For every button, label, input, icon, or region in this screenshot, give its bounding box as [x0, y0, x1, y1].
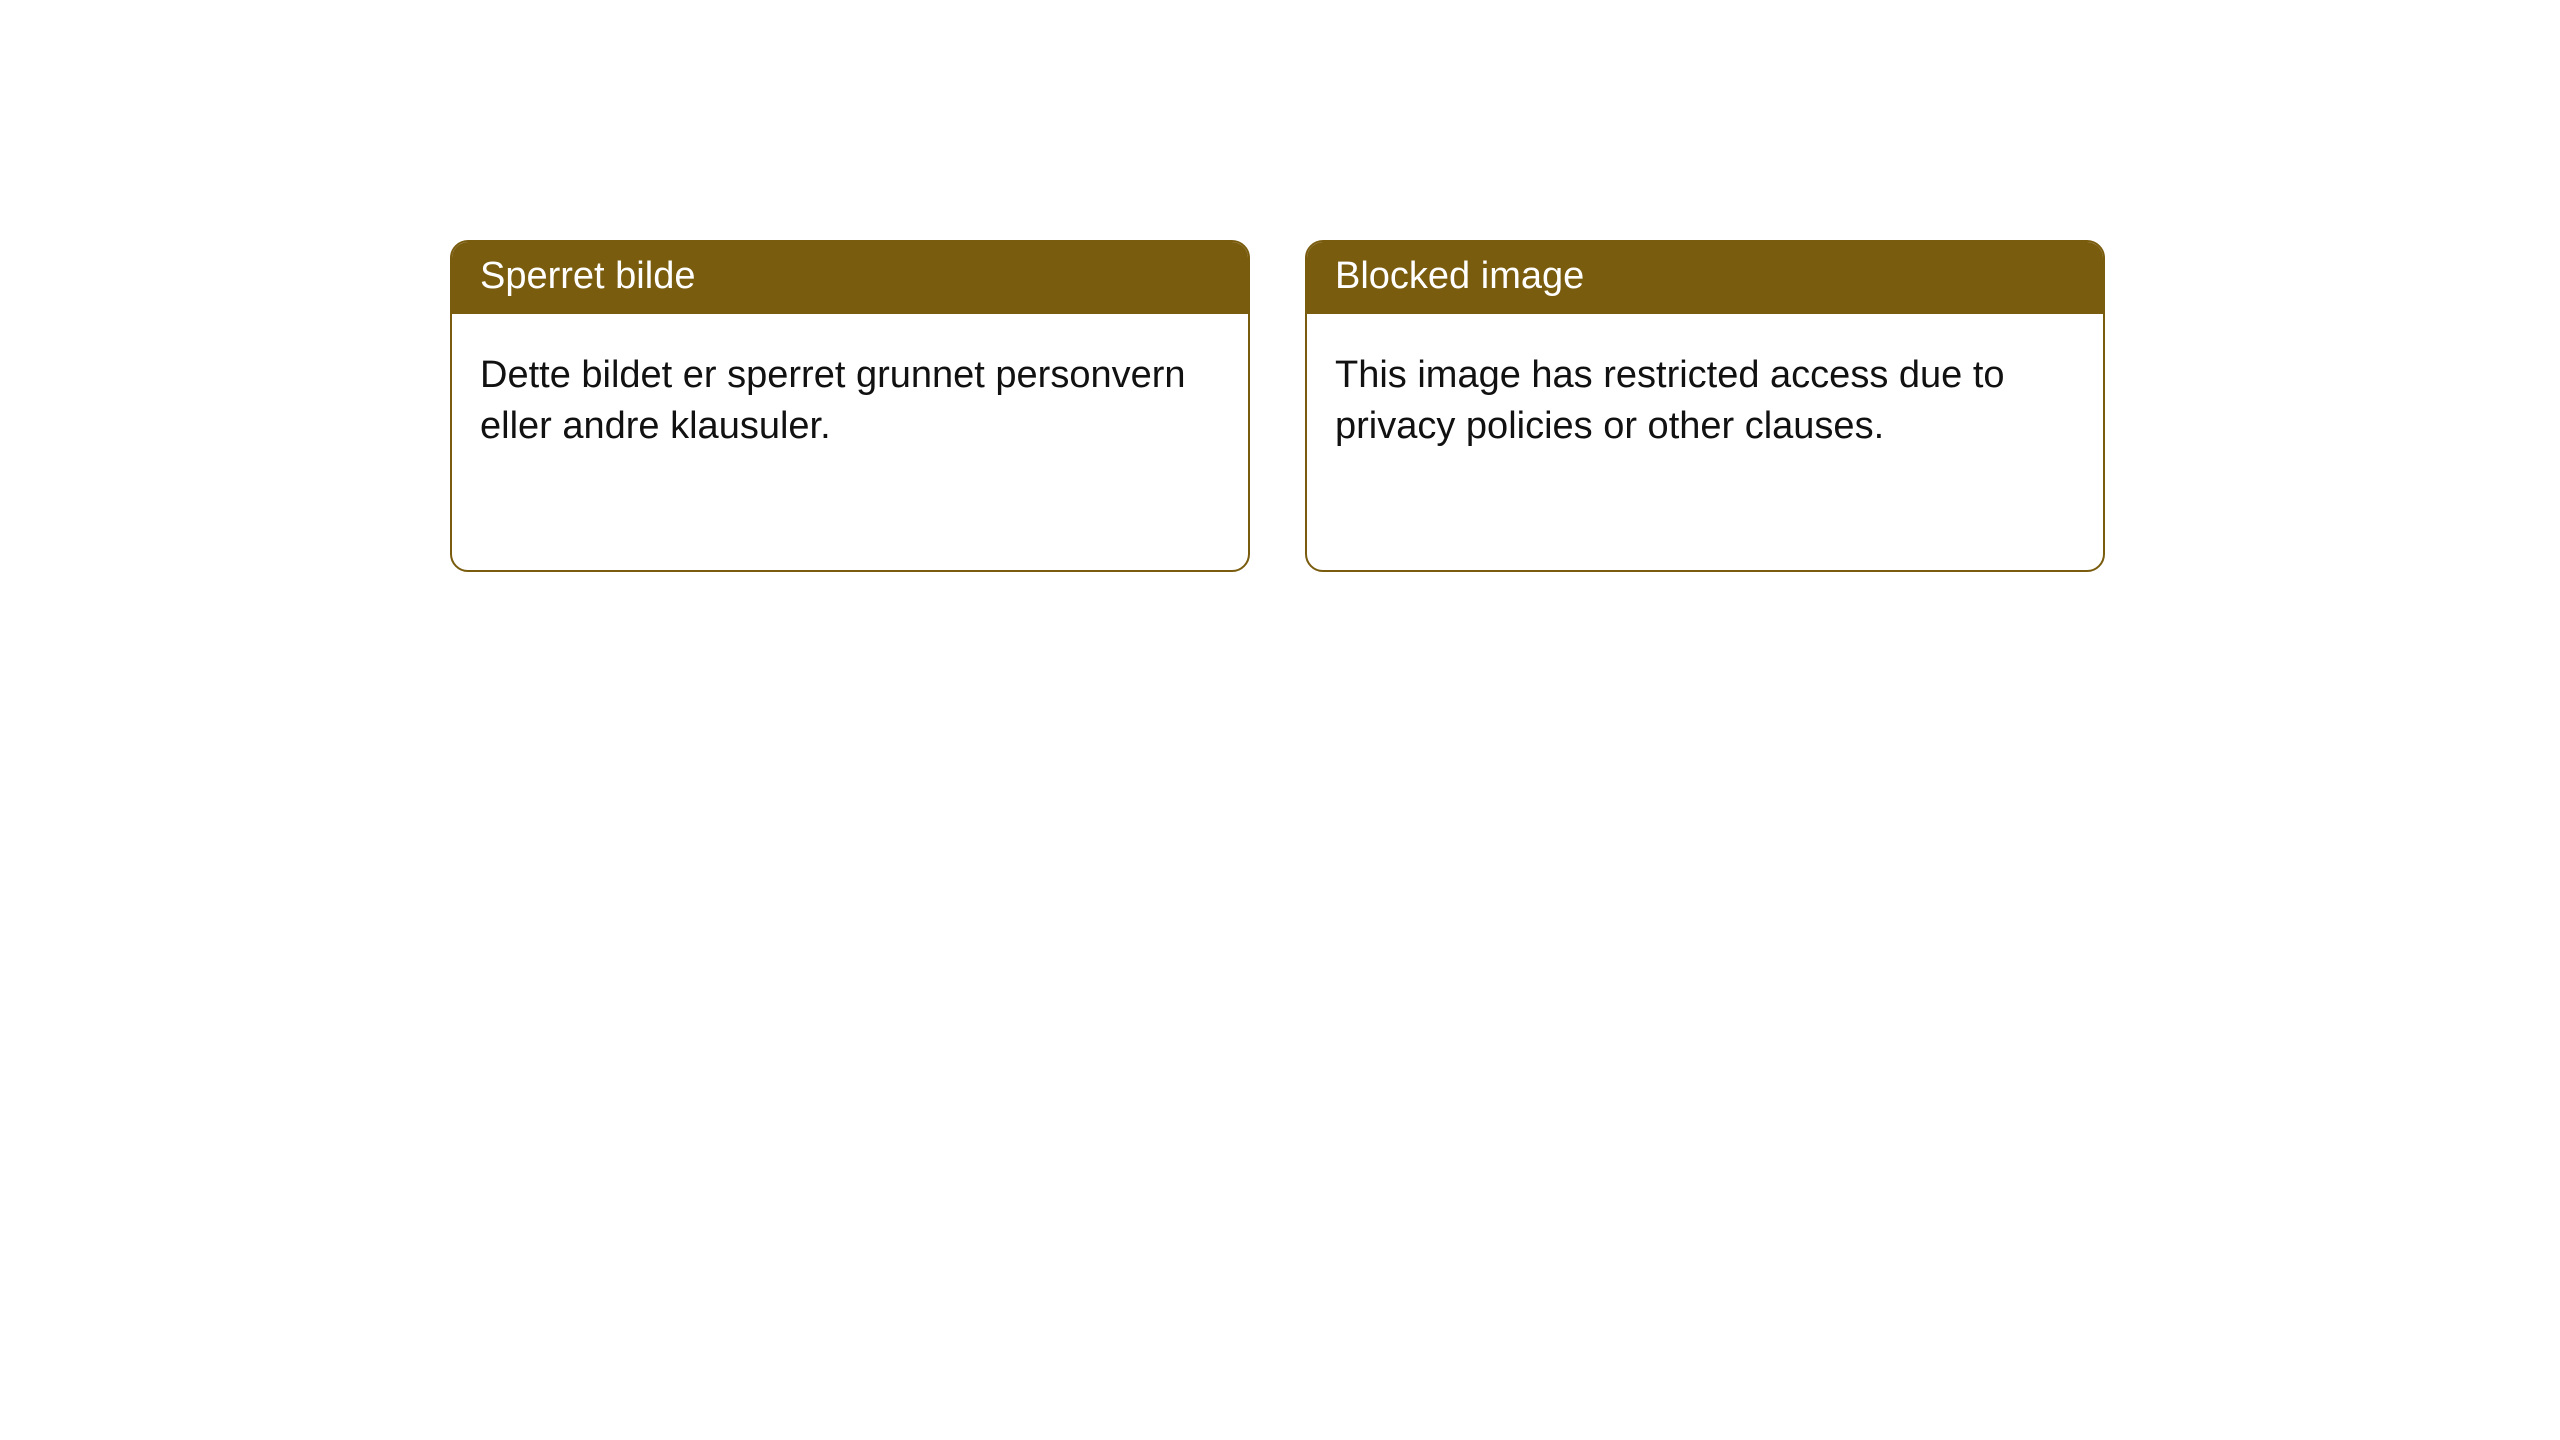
- card-body: This image has restricted access due to …: [1307, 314, 2103, 481]
- card-body: Dette bildet er sperret grunnet personve…: [452, 314, 1248, 481]
- blocked-image-card-en: Blocked image This image has restricted …: [1305, 240, 2105, 572]
- card-title: Sperret bilde: [452, 242, 1248, 314]
- card-title: Blocked image: [1307, 242, 2103, 314]
- blocked-image-card-no: Sperret bilde Dette bildet er sperret gr…: [450, 240, 1250, 572]
- cards-row: Sperret bilde Dette bildet er sperret gr…: [0, 0, 2560, 572]
